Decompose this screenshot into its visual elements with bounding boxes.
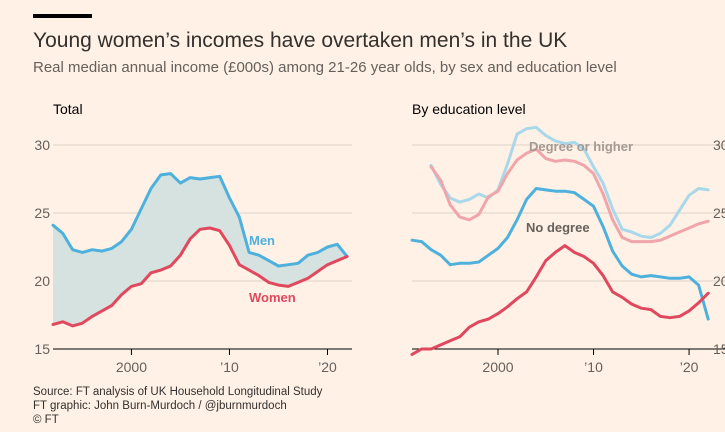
y-tick-label: 30	[34, 137, 50, 153]
panel-title-total: Total	[53, 101, 83, 117]
series-label-no-degree: No degree	[526, 220, 590, 235]
panel-education: By education level 15 20 25 30 2000 ’10 ’20 Deg…	[410, 101, 725, 375]
panel-title-education: By education level	[412, 101, 526, 117]
gap-area	[53, 173, 348, 326]
y-tick-label: 20	[34, 273, 50, 289]
y-tick-label: 25	[713, 205, 725, 221]
series-line-degree-or-higher-men	[429, 125, 710, 239]
y-tick-label: 15	[713, 341, 725, 357]
x-tick-label: 2000	[482, 359, 513, 375]
chart-subtitle: Real median annual income (£000s) among …	[33, 59, 617, 76]
chart-title: Young women’s incomes have overtaken men…	[33, 29, 568, 52]
x-tick-label: ’10	[220, 359, 239, 375]
x-tick-label: ’20	[680, 359, 699, 375]
series-label-women: Women	[249, 290, 296, 305]
y-tick-label: 30	[713, 137, 725, 153]
x-tick-label: 2000	[116, 359, 147, 375]
series-line-men	[51, 172, 349, 268]
series-line-no-degree-women	[410, 244, 710, 356]
series-line-degree-or-higher-women	[429, 147, 710, 244]
y-tick-label: 20	[713, 273, 725, 289]
series-line-women	[51, 226, 349, 328]
ft-top-bar	[33, 14, 92, 18]
x-tick-label: ’10	[584, 359, 603, 375]
series-label-men: Men	[249, 233, 275, 248]
footer: Source: FT analysis of UK Household Long…	[33, 385, 322, 427]
y-tick-label: 25	[34, 205, 50, 221]
x-tick-label: ’20	[318, 359, 337, 375]
source-note: Source: FT analysis of UK Household Long…	[33, 386, 323, 398]
series-line-no-degree-men	[410, 187, 710, 321]
series-label-degree: Degree or higher	[529, 139, 633, 154]
graphic-credit: FT graphic: John Burn-Murdoch / @jburnmu…	[33, 400, 287, 412]
copyright: © FT	[33, 414, 59, 426]
panel-total: Total 15 20 25 30 2000 ’10 ’20 Men Women	[34, 101, 352, 375]
y-tick-label: 15	[34, 341, 50, 357]
